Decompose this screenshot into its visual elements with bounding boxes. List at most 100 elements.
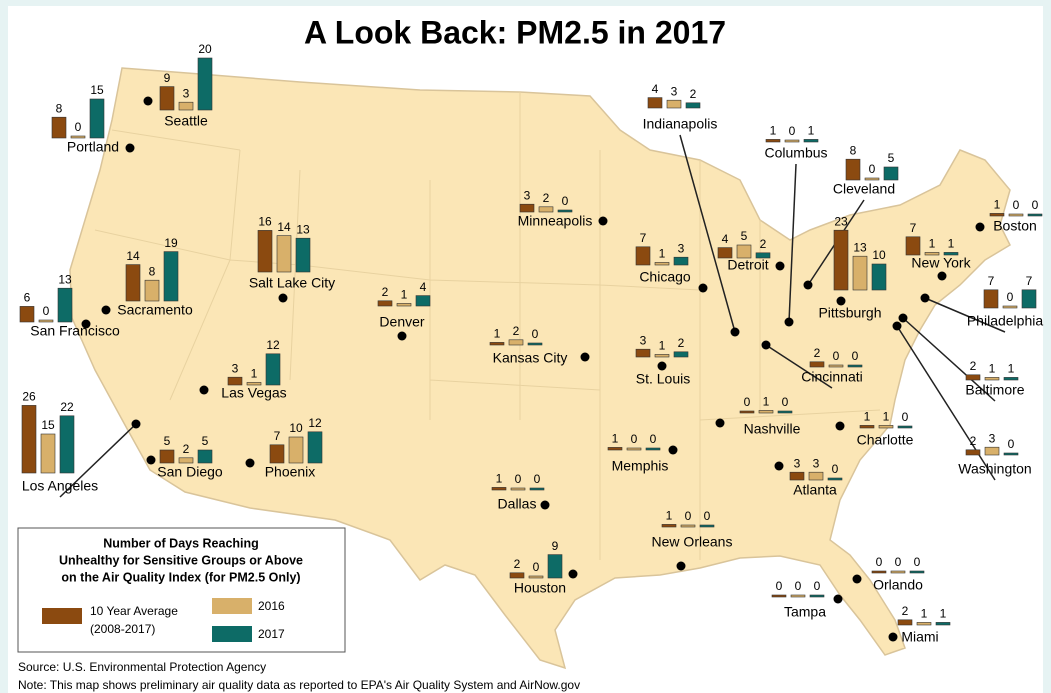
bar [59,415,75,474]
bar [645,447,661,451]
bar [510,487,526,491]
city-label: St. Louis [636,371,690,387]
bar [538,206,554,213]
value-label: 0 [914,555,921,569]
city-dot [397,331,407,341]
bar [635,348,651,358]
bar [864,177,880,181]
city-label: Dallas [498,496,537,512]
bar [1003,377,1019,381]
bar [943,252,959,256]
bar [905,236,921,256]
bar [197,57,213,111]
value-label: 10 [872,248,886,262]
city-dot [975,222,985,232]
value-label: 14 [277,220,291,234]
bar [878,425,894,429]
value-label: 2 [760,237,767,251]
city-label: Nashville [744,421,801,437]
value-label: 26 [22,390,36,404]
city-label: Tampa [784,604,826,620]
value-label: 1 [929,237,936,251]
bar [685,102,701,109]
value-label: 20 [198,42,212,56]
bar [40,433,56,474]
value-label: 5 [888,151,895,165]
bar [845,158,861,181]
value-label: 0 [876,555,883,569]
bar [307,431,323,464]
legend-swatch [212,626,252,642]
value-label: 0 [869,162,876,176]
state-lines [94,92,881,560]
bar [673,256,689,266]
value-label: 2 [690,87,697,101]
legend-title: on the Air Quality Index (for PM2.5 Only… [61,570,300,584]
value-label: 1 [659,339,666,353]
legend-label: 2017 [258,627,285,641]
bar [528,575,544,579]
value-label: 3 [813,456,820,470]
bar [276,235,292,273]
city-label: Miami [901,629,938,645]
city-label: Los Angeles [22,478,98,494]
legend: Number of Days Reaching Unhealthy for Se… [17,527,346,653]
bar [871,570,887,574]
value-label: 8 [850,143,857,157]
value-label: 4 [420,280,427,294]
city-dot [668,445,678,455]
value-label: 2 [514,557,521,571]
bar [736,244,752,259]
value-label: 0 [75,120,82,134]
value-label: 3 [524,188,531,202]
city-dot [143,96,153,106]
bar [897,425,913,429]
bar [246,382,262,386]
bar [227,376,243,386]
city-label: Phoenix [265,464,316,480]
city-label: Orlando [873,577,923,593]
bar [159,449,175,464]
value-label: 2 [183,442,190,456]
bar [852,255,868,291]
value-label: 7 [274,429,281,443]
city-dot [730,327,740,337]
value-label: 8 [56,101,63,115]
city-label: Atlanta [793,482,837,498]
city-dot [803,280,813,290]
value-label: 0 [789,124,796,138]
bar [1003,452,1019,456]
value-label: 2 [513,324,520,338]
bar [827,477,843,481]
value-label: 0 [1007,290,1014,304]
value-label: 2 [970,359,977,373]
value-label: 2 [970,434,977,448]
city-label: Pittsburgh [818,305,881,321]
city-label: Chicago [639,269,691,285]
value-label: 1 [883,410,890,424]
value-label: 16 [258,215,272,229]
leader-line [902,317,996,402]
leader-line [59,423,137,498]
note: Note: This map shows preliminary air qua… [18,678,580,692]
bar [883,166,899,181]
city-dot [199,385,209,395]
value-label: 0 [704,509,711,523]
city-label: Indianapolis [643,116,718,132]
value-label: 3 [232,361,239,375]
city-dot [898,313,908,323]
bar [197,449,213,464]
bar [51,116,67,139]
value-label: 1 [496,472,503,486]
city-label: San Diego [157,464,223,480]
bar [396,303,412,307]
value-label: 0 [852,349,859,363]
bar [771,594,787,598]
bar [777,410,793,414]
value-label: 1 [940,607,947,621]
city-dot [836,296,846,306]
bar [847,364,863,368]
value-label: 8 [149,264,156,278]
bar [666,99,682,109]
city-dot [775,261,785,271]
